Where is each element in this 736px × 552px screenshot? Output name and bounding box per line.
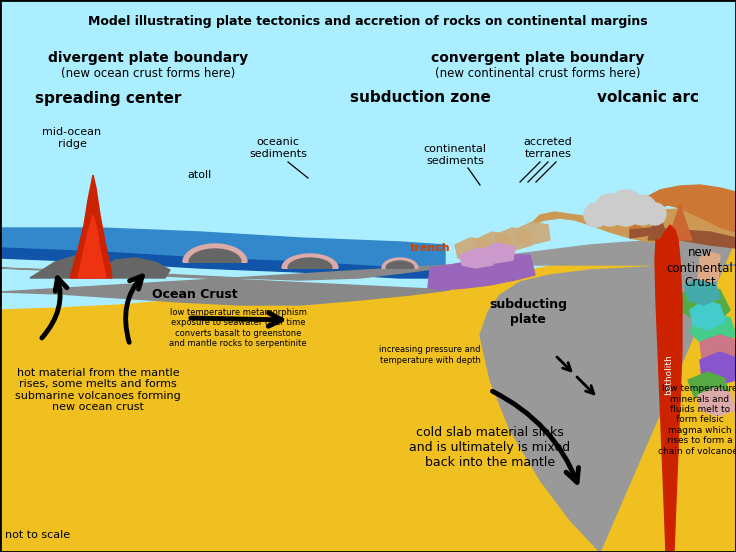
Polygon shape	[428, 255, 535, 290]
Text: increasing pressure and
temperature with depth: increasing pressure and temperature with…	[379, 346, 481, 365]
Text: not to scale: not to scale	[5, 530, 71, 540]
Polygon shape	[78, 215, 106, 278]
Polygon shape	[700, 335, 736, 365]
Polygon shape	[282, 254, 338, 268]
Polygon shape	[630, 228, 736, 248]
Text: subduction zone: subduction zone	[350, 91, 490, 105]
Polygon shape	[700, 352, 736, 385]
Polygon shape	[70, 175, 112, 278]
Text: cold slab material sinks
and is ultimately is mixed
back into the mantle: cold slab material sinks and is ultimate…	[409, 427, 570, 470]
Polygon shape	[30, 256, 100, 278]
Text: Ocean Crust: Ocean Crust	[152, 289, 238, 301]
Text: divergent plate boundary: divergent plate boundary	[48, 51, 248, 65]
Polygon shape	[690, 300, 725, 330]
Text: low temperature metamorphism
exposure to seawater over time
converts basalt to g: low temperature metamorphism exposure to…	[169, 308, 307, 348]
Polygon shape	[698, 252, 720, 282]
Polygon shape	[288, 258, 332, 268]
Polygon shape	[460, 248, 495, 268]
Polygon shape	[0, 265, 450, 305]
Text: oceanic
sediments: oceanic sediments	[249, 137, 307, 159]
Polygon shape	[386, 261, 414, 268]
Polygon shape	[698, 388, 736, 416]
Polygon shape	[630, 185, 736, 238]
Polygon shape	[455, 238, 490, 260]
Polygon shape	[515, 222, 550, 244]
Polygon shape	[189, 249, 241, 262]
Polygon shape	[668, 205, 692, 240]
Text: accreted
terranes: accreted terranes	[523, 137, 573, 159]
Text: continental
sediments: continental sediments	[423, 144, 486, 166]
Text: (new ocean crust forms here): (new ocean crust forms here)	[61, 67, 235, 81]
Polygon shape	[450, 238, 736, 552]
Text: volcanic arc: volcanic arc	[597, 91, 699, 105]
Text: Model illustrating plate tectonics and accretion of rocks on continental margins: Model illustrating plate tectonics and a…	[88, 15, 648, 29]
Polygon shape	[655, 225, 682, 552]
Polygon shape	[0, 228, 445, 268]
Polygon shape	[100, 258, 170, 278]
Polygon shape	[183, 244, 247, 262]
Polygon shape	[530, 208, 736, 242]
Text: (new continental crust forms here): (new continental crust forms here)	[435, 67, 641, 81]
Polygon shape	[685, 278, 720, 305]
Circle shape	[594, 194, 626, 226]
Text: trench: trench	[410, 243, 450, 253]
Text: subducting
plate: subducting plate	[489, 298, 567, 326]
Text: atoll: atoll	[188, 170, 212, 180]
Text: spreading center: spreading center	[35, 91, 181, 105]
Text: hot material from the mantle
rises, some melts and forms
submarine volcanoes for: hot material from the mantle rises, some…	[15, 368, 181, 412]
Polygon shape	[680, 285, 730, 325]
Circle shape	[627, 195, 657, 225]
Text: mid-ocean
ridge: mid-ocean ridge	[43, 127, 102, 149]
Text: new
continental
Crust: new continental Crust	[667, 247, 733, 289]
Polygon shape	[382, 258, 418, 268]
Polygon shape	[0, 238, 736, 552]
Text: convergent plate boundary: convergent plate boundary	[431, 51, 645, 65]
Text: low temperature
minerals and
fluids melt to
form felsic
magma which
rises to for: low temperature minerals and fluids melt…	[658, 384, 736, 456]
Polygon shape	[690, 312, 736, 348]
Circle shape	[644, 203, 666, 225]
Circle shape	[608, 190, 644, 226]
Polygon shape	[495, 228, 532, 250]
Polygon shape	[0, 248, 445, 278]
Polygon shape	[688, 372, 730, 402]
Circle shape	[584, 203, 608, 227]
Polygon shape	[480, 243, 515, 263]
Polygon shape	[475, 232, 512, 255]
Polygon shape	[648, 210, 668, 240]
Text: batholith: batholith	[665, 354, 673, 395]
